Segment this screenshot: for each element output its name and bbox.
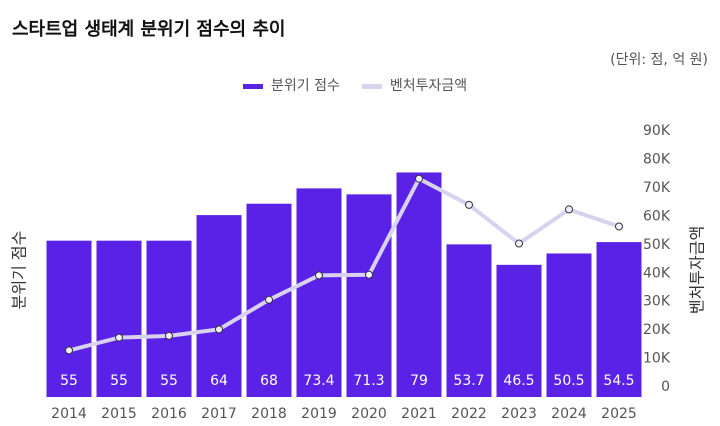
line-marker xyxy=(515,239,523,248)
y2-tick-label: 60K xyxy=(643,208,671,224)
bar-value-label: 71.3 xyxy=(353,373,384,389)
y2-tick-label: 10K xyxy=(643,351,671,367)
legend-label: 벤처투자금액 xyxy=(390,78,467,94)
line-marker xyxy=(165,331,173,340)
line-marker xyxy=(315,271,323,280)
x-tick-label: 2019 xyxy=(301,406,337,422)
bar xyxy=(46,240,92,397)
bar xyxy=(446,244,492,397)
bar xyxy=(146,240,192,397)
x-tick-label: 2018 xyxy=(251,406,287,422)
line-marker xyxy=(615,222,623,231)
x-tick-label: 2014 xyxy=(51,406,87,422)
legend-label: 분위기 점수 xyxy=(271,78,340,94)
bar xyxy=(296,188,342,397)
y2-tick-label: 30K xyxy=(643,294,671,310)
line-marker xyxy=(565,205,573,214)
line-marker xyxy=(65,346,73,355)
bar xyxy=(546,253,592,397)
line xyxy=(68,176,620,353)
bar xyxy=(96,240,142,397)
bar-value-label: 54.5 xyxy=(603,373,634,389)
line-marker xyxy=(215,325,223,334)
bar-value-label: 73.4 xyxy=(303,373,334,389)
bar xyxy=(496,264,542,397)
legend-swatch xyxy=(361,84,382,89)
line-marker xyxy=(415,174,423,183)
bar-value-label: 53.7 xyxy=(453,373,484,389)
bar-value-label: 55 xyxy=(160,373,178,389)
x-tick-label: 2021 xyxy=(401,406,437,422)
x-tick-label: 2022 xyxy=(451,406,487,422)
bar-value-label: 68 xyxy=(260,373,278,389)
bar-value-label: 50.5 xyxy=(553,373,584,389)
y2-tick-label: 80K xyxy=(643,152,671,168)
y2-tick-label: 20K xyxy=(643,322,671,338)
x-tick-label: 2024 xyxy=(551,406,587,422)
x-tick-label: 2016 xyxy=(151,406,187,422)
bar-value-label: 55 xyxy=(60,373,78,389)
bar xyxy=(346,194,392,397)
x-tick-label: 2020 xyxy=(351,406,387,422)
y2-tick-label: 70K xyxy=(643,180,671,196)
line-marker xyxy=(115,333,123,342)
bar-value-label: 46.5 xyxy=(503,373,534,389)
y2-axis-title: 벤처투자금액 xyxy=(688,226,707,314)
bar xyxy=(196,215,242,397)
y-axis-title: 분위기 점수 xyxy=(10,231,29,310)
line-marker xyxy=(465,200,473,209)
y2-tick-label: 0 xyxy=(661,379,670,395)
bar xyxy=(596,242,642,397)
bar-value-label: 55 xyxy=(110,373,128,389)
x-tick-label: 2015 xyxy=(101,406,137,422)
chart-title: 스타트업 생태계 분위기 점수의 추이 xyxy=(12,19,285,40)
bar-value-label: 79 xyxy=(410,373,428,389)
bar-value-label: 64 xyxy=(210,373,228,389)
y2-tick-label: 50K xyxy=(643,237,671,253)
line-marker xyxy=(265,295,273,304)
x-tick-label: 2023 xyxy=(501,406,537,422)
y2-tick-label: 40K xyxy=(643,265,671,281)
unit-note: (단위: 점, 억 원) xyxy=(610,52,708,68)
x-tick-label: 2025 xyxy=(601,406,637,422)
x-tick-label: 2017 xyxy=(201,406,237,422)
line-marker xyxy=(365,270,373,279)
legend-swatch xyxy=(243,84,263,89)
y2-tick-label: 90K xyxy=(643,123,671,139)
